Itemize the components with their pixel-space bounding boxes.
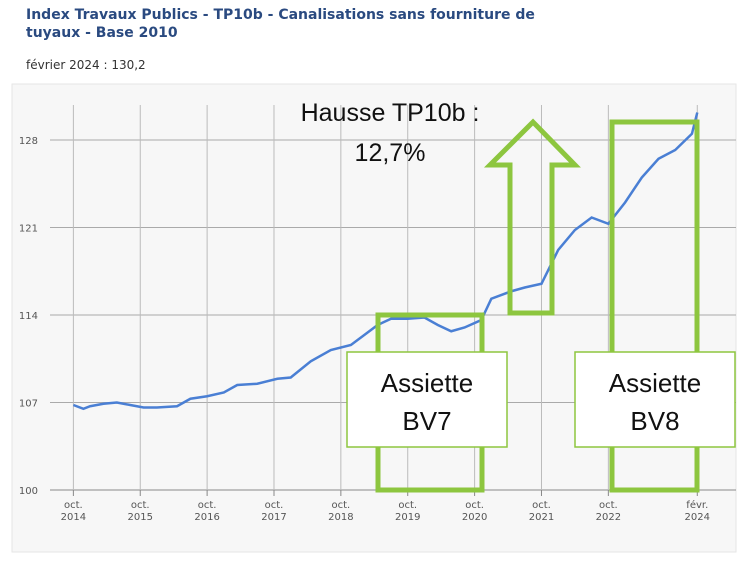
x-tick-label: oct. 2019 [394,500,421,523]
bv8-box [609,119,700,493]
bv7-label: Assiette [381,368,474,398]
x-tick-label: oct. 2015 [127,500,153,523]
y-tick-label: 128 [19,136,38,147]
bv8-label-box [574,351,736,448]
x-tick-label: oct. 2020 [461,500,488,523]
x-tick-label: oct. 2021 [528,500,555,523]
x-tick-label: oct. 2022 [595,500,622,523]
chart-subtitle: février 2024 : 130,2 [26,58,146,72]
bv8-label: BV8 [630,406,679,436]
x-tick-label: oct. 2016 [194,500,220,523]
x-tick-label: oct. 2014 [60,500,87,523]
data-line [72,112,699,411]
rise-label: 12,7% [355,139,426,167]
chart-panel [11,83,737,553]
bv8-label: Assiette [609,368,702,398]
y-tick-label: 114 [19,311,38,322]
rise-label: Hausse TP10b : [301,99,480,127]
annotation-layer: Hausse TP10b : 12,7% Assiette BV7 Assiet… [301,99,736,493]
rise-arrow [483,118,581,316]
bv7-label: BV7 [402,406,451,436]
bv7-label-box [346,351,508,448]
x-tick-label: févr. 2024 [684,500,710,523]
chart-title: Index Travaux Publics - TP10b - Canalisa… [26,7,535,41]
y-tick-label: 121 [19,224,38,235]
y-tick-label: 107 [19,399,38,410]
y-tick-label: 100 [19,486,38,497]
x-tick-label: oct. 2017 [261,500,287,523]
x-tick-label: oct. 2018 [328,500,354,523]
